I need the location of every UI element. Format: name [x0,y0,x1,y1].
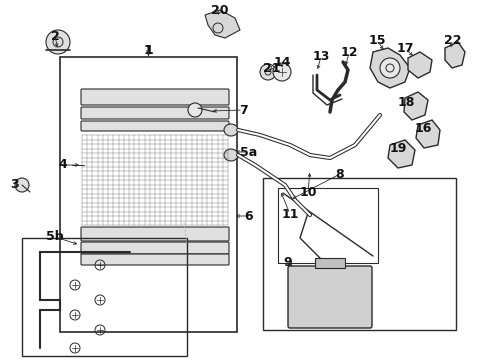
Bar [278,188,378,263]
Text: 22: 22 [444,33,462,46]
Text: 14: 14 [273,57,291,69]
Circle shape [273,63,291,81]
Bar [60,57,237,332]
FancyBboxPatch shape [81,254,229,265]
Ellipse shape [224,124,238,136]
Text: 5a: 5a [241,145,258,158]
Bar [315,258,345,268]
Circle shape [46,30,70,54]
Polygon shape [370,48,410,88]
Text: 6: 6 [245,210,253,222]
Text: 11: 11 [281,207,299,220]
Circle shape [380,58,400,78]
Circle shape [260,64,276,80]
FancyBboxPatch shape [81,227,229,241]
Text: 9: 9 [284,256,293,270]
Ellipse shape [224,149,238,161]
Text: 7: 7 [239,104,247,117]
Polygon shape [445,42,465,68]
Bar [22,238,187,356]
Text: 13: 13 [312,49,330,63]
Text: 18: 18 [397,95,415,108]
Text: 16: 16 [415,122,432,135]
Text: 20: 20 [211,4,229,17]
Text: 12: 12 [340,46,358,59]
Text: 8: 8 [336,167,344,180]
Text: 21: 21 [263,62,281,75]
Text: 10: 10 [299,185,317,198]
Text: 1: 1 [144,44,152,57]
Bar [263,178,456,330]
Circle shape [15,178,29,192]
Polygon shape [416,120,440,148]
Text: 2: 2 [50,30,59,42]
Polygon shape [388,140,415,168]
Text: 5b: 5b [46,230,64,243]
Polygon shape [404,92,428,120]
FancyBboxPatch shape [81,242,229,254]
FancyBboxPatch shape [288,266,372,328]
Text: 19: 19 [390,141,407,154]
Text: 17: 17 [396,41,414,54]
FancyBboxPatch shape [81,121,229,131]
Text: 1: 1 [144,44,153,57]
Text: 15: 15 [368,33,386,46]
FancyBboxPatch shape [81,107,229,119]
Text: 4: 4 [59,158,68,171]
Polygon shape [408,52,432,78]
Polygon shape [205,10,240,38]
Circle shape [188,103,202,117]
Text: 3: 3 [10,179,18,192]
FancyBboxPatch shape [81,89,229,105]
